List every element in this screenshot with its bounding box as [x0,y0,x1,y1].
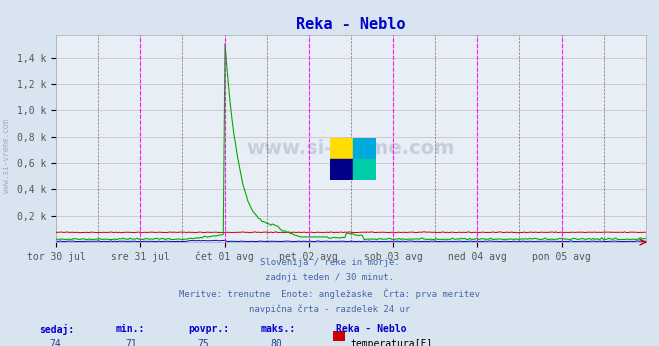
Text: povpr.:: povpr.: [188,324,229,334]
Text: Slovenija / reke in morje.: Slovenija / reke in morje. [260,258,399,267]
Text: www.si-vreme.com: www.si-vreme.com [246,139,455,158]
Text: www.si-vreme.com: www.si-vreme.com [2,119,11,193]
Text: temperatura[F]: temperatura[F] [351,339,433,346]
Text: min.:: min.: [115,324,145,334]
Text: zadnji teden / 30 minut.: zadnji teden / 30 minut. [265,273,394,282]
Text: 80: 80 [270,339,282,346]
Title: Reka - Neblo: Reka - Neblo [296,17,406,32]
Text: 71: 71 [125,339,137,346]
Text: Reka - Neblo: Reka - Neblo [336,324,407,334]
Text: Meritve: trenutne  Enote: angležaske  Črta: prva meritev: Meritve: trenutne Enote: angležaske Črta… [179,289,480,299]
Bar [330,138,353,159]
Text: sedaj:: sedaj: [40,324,74,335]
Bar [353,138,376,159]
Text: maks.:: maks.: [260,324,295,334]
Text: navpična črta - razdelek 24 ur: navpična črta - razdelek 24 ur [249,304,410,314]
Text: 74: 74 [49,339,61,346]
Bar [353,159,376,180]
Text: 75: 75 [198,339,210,346]
Bar [330,159,353,180]
